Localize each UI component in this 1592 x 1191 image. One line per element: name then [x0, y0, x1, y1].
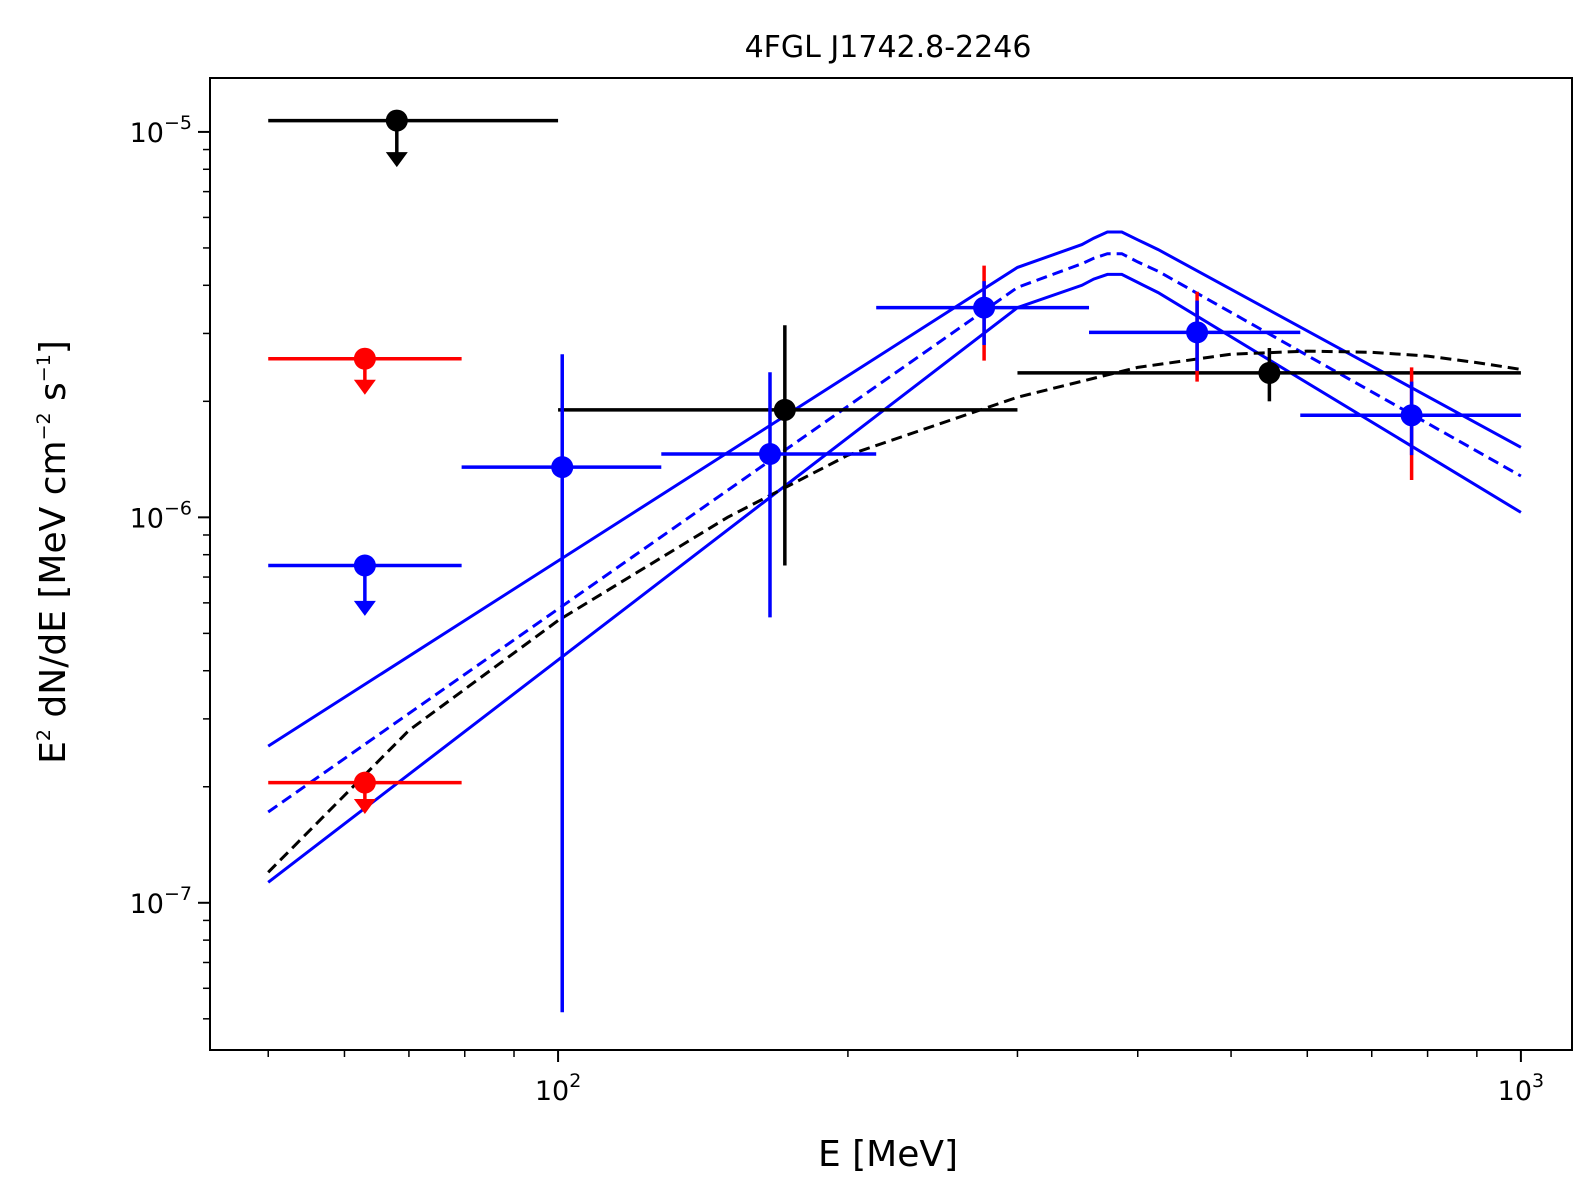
data-marker — [551, 456, 574, 479]
y-tick-label-exp: −5 — [164, 112, 192, 134]
data-point-1 — [268, 109, 559, 168]
data-marker — [758, 443, 781, 466]
x-axis-label: E [MeV] — [818, 1134, 958, 1175]
model-line-1 — [267, 230, 1522, 748]
data-marker — [1186, 321, 1209, 344]
data-marker — [385, 109, 408, 132]
data-marker — [353, 554, 376, 577]
y-axis-label-base: E — [33, 741, 74, 764]
model-line-3 — [267, 272, 1522, 884]
data-point-3 — [1017, 348, 1521, 402]
y-tick-label: 10−7 — [130, 883, 192, 920]
data-point-7 — [461, 354, 662, 1013]
data-points — [268, 109, 1521, 1013]
data-marker — [973, 296, 996, 319]
data-point-10 — [1089, 291, 1301, 382]
data-point-11 — [1300, 367, 1521, 480]
upper-limit-arrowhead — [353, 798, 376, 814]
y-axis-label-close: ] — [33, 340, 74, 354]
x-tick-label-base: 10 — [535, 1076, 569, 1107]
data-point-5 — [268, 771, 462, 814]
y-tick-label-base: 10 — [130, 118, 164, 149]
y-tick-label-exp: −7 — [164, 883, 192, 905]
x-tick-label: 103 — [1498, 1070, 1544, 1107]
y-axis-label-end: s — [33, 382, 74, 412]
data-point-9 — [876, 265, 1090, 361]
upper-limit-arrowhead — [385, 152, 408, 168]
data-marker — [353, 347, 376, 370]
data-point-8 — [661, 372, 877, 618]
data-point-6 — [268, 554, 462, 616]
y-axis-label-mid-sup: −2 — [33, 412, 55, 440]
upper-limit-arrowhead — [353, 600, 376, 616]
x-tick-label-base: 10 — [1498, 1076, 1532, 1107]
x-tick-label: 102 — [535, 1070, 581, 1107]
data-marker — [353, 771, 376, 794]
upper-limit-arrowhead — [353, 379, 376, 395]
y-tick-label: 10−6 — [130, 497, 192, 534]
y-axis-label-mid: dN/dE [MeV cm — [33, 440, 74, 729]
data-marker — [773, 398, 796, 421]
y-axis-label-base-sup: 2 — [33, 729, 55, 741]
data-point-2 — [558, 325, 1018, 566]
data-point-4 — [268, 347, 462, 395]
data-marker — [1400, 404, 1423, 427]
x-tick-label-exp: 3 — [1532, 1070, 1544, 1092]
data-marker — [1258, 361, 1281, 384]
x-tick-label-exp: 2 — [569, 1070, 581, 1092]
y-tick-label-base: 10 — [130, 503, 164, 534]
y-tick-label: 10−5 — [130, 112, 192, 149]
model-line-4 — [267, 349, 1522, 874]
model-line-2 — [267, 252, 1522, 814]
plot-frame — [209, 77, 1573, 1051]
chart-title: 4FGL J1742.8-2246 — [745, 30, 1032, 65]
y-tick-label-exp: −6 — [164, 497, 192, 519]
model-curves — [267, 230, 1522, 884]
y-axis-label: E2 dN/dE [MeV cm−2 s−1] — [33, 340, 74, 764]
y-axis-label-end-sup: −1 — [33, 354, 55, 382]
y-tick-label-base: 10 — [130, 889, 164, 920]
